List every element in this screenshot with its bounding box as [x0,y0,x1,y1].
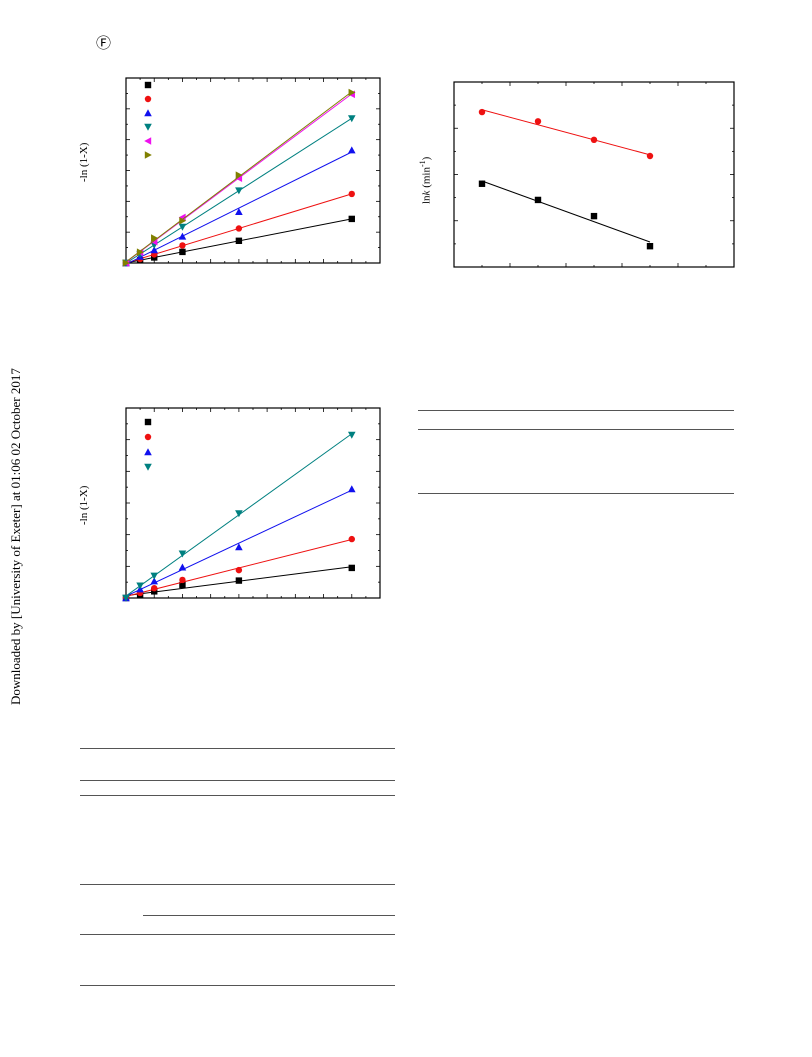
data-point [646,242,654,250]
data-point [347,146,356,154]
series-1 [478,180,654,250]
data-point [235,577,243,584]
table2-rule-4 [80,884,395,885]
series-2 [122,485,356,602]
series-3 [122,431,356,602]
legend-marker [144,433,152,441]
legend-marker [144,448,152,456]
chart-b-ylabel-main: ln [420,195,433,204]
plot-frame [125,407,381,599]
series-0 [122,215,355,267]
data-point [150,246,159,254]
data-point [348,190,355,198]
legend-marker [144,81,152,89]
legend-marker [144,418,152,426]
chart-b-ylabel: lnk (min-1) [418,157,433,204]
fit-line [481,180,651,243]
table2-rule-2 [80,780,395,781]
legend-marker [144,123,152,131]
data-point [235,510,243,518]
fit-line [481,109,651,156]
legend-marker [144,151,152,159]
table-rule-head [418,429,734,430]
legend-marker [144,95,152,103]
table2-rule-7 [80,985,395,986]
table2-rule-3 [80,795,395,796]
download-side-note: Downloaded by [University of Exeter] at … [8,368,23,705]
data-point [179,242,186,249]
data-point [178,563,187,571]
series-1 [122,535,355,602]
chart-b [453,81,735,268]
data-point [347,431,356,439]
data-point [151,584,158,592]
table-rule-bottom [418,493,734,494]
data-point [235,208,243,216]
data-point [348,564,355,572]
series-5 [122,88,356,267]
data-point [590,136,598,144]
plot-frame [125,77,381,264]
legend-marker [144,463,152,471]
data-point [178,213,186,222]
data-point [179,216,187,225]
data-point [178,550,187,558]
chart-a [122,77,381,267]
data-point [179,248,186,256]
series-1 [122,190,355,267]
data-point [590,212,598,220]
data-point [122,594,130,602]
chart-a-ylabel: -ln (1-X) [78,142,90,182]
series-3 [122,115,356,267]
data-point [646,152,654,160]
chart-b-ylabel-close: ) [420,156,433,161]
data-point [235,237,243,244]
chart-c-ylabel: -ln (1-X) [78,485,90,525]
data-point [235,171,243,179]
data-point [235,225,243,232]
table2-rule-6 [80,934,395,935]
data-point [348,535,355,543]
data-point [235,187,243,195]
chart-b-ylabel-sup: -1 [418,160,427,168]
data-point [178,232,187,240]
data-point [178,223,187,231]
data-point [534,118,542,125]
table2-rule-5 [143,915,395,916]
data-point [235,566,243,574]
data-point [347,485,356,493]
table-rule-top [418,410,734,411]
fit-line [125,489,352,597]
data-point [136,248,144,257]
data-point [150,577,159,585]
series-0 [478,108,654,160]
data-point [347,115,356,123]
legend-marker [144,137,152,145]
series-2 [122,146,356,267]
plot-frame [453,81,735,268]
data-point [179,576,186,584]
corner-f-icon: Ⓕ [96,36,112,52]
table2-rule-1 [80,748,395,749]
data-point [235,543,243,551]
data-point [348,215,355,223]
data-point [478,108,486,116]
data-point [348,88,356,97]
data-point [136,582,144,590]
data-point [151,234,159,242]
chart-c [122,407,381,602]
chart-b-ylabel-k: k [420,190,433,196]
legend-marker [144,109,152,117]
data-point [534,196,542,204]
data-point [478,180,486,187]
chart-b-ylabel-rest: (min [420,167,433,191]
data-point [150,572,159,580]
data-point [122,259,130,267]
data-point [179,581,186,589]
